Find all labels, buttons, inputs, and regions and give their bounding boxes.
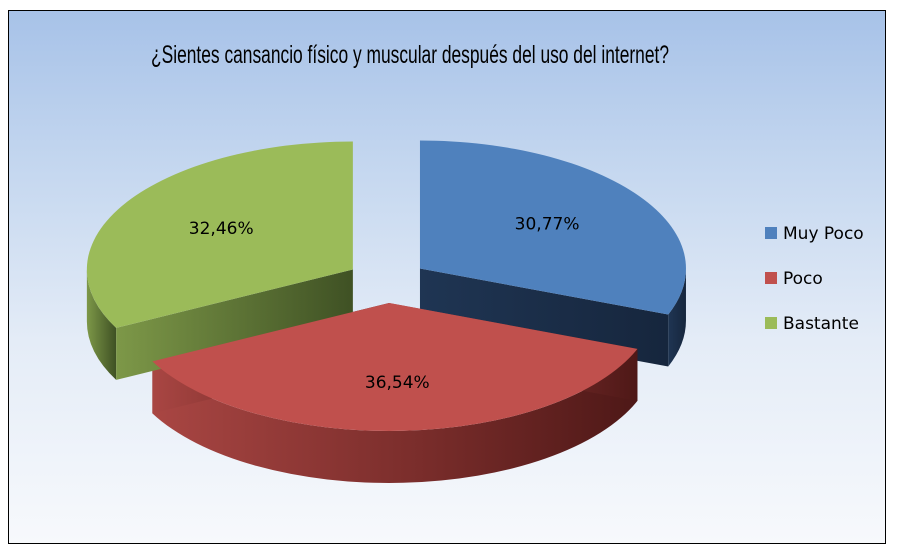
legend-swatch-poco <box>765 272 777 284</box>
pie-chart: ¿Sientes cansancio físico y muscular des… <box>86 41 864 483</box>
pie-tops <box>86 140 686 431</box>
pie-slice-muy-poco <box>419 140 686 315</box>
legend-label-poco: Poco <box>783 269 823 289</box>
pie-wall-bastante <box>86 269 117 380</box>
pct-label-poco: 36,54% <box>365 373 430 393</box>
legend-label-muy-poco: Muy Poco <box>783 224 864 244</box>
pie-labels: 30,77% 36,54% 32,46% <box>189 215 580 394</box>
pie-slice-poco <box>152 302 638 431</box>
pie-wall-muy-poco <box>668 268 686 367</box>
chart-frame: ¿Sientes cansancio físico y muscular des… <box>8 10 886 544</box>
chart-title: ¿Sientes cansancio físico y muscular des… <box>151 41 669 69</box>
pie-cut-face-bastante-0 <box>116 269 353 380</box>
legend-swatch-bastante <box>765 317 777 329</box>
pie-cut-face-muy-poco-1 <box>419 268 669 367</box>
legend-swatch-muy-poco <box>765 227 777 239</box>
legend: Muy Poco Poco Bastante <box>765 224 864 334</box>
pie-slice-bastante <box>86 141 353 328</box>
pie-wall-poco <box>152 348 638 483</box>
pct-label-muy-poco: 30,77% <box>515 215 580 235</box>
legend-label-bastante: Bastante <box>783 314 859 334</box>
pct-label-bastante: 32,46% <box>189 219 254 239</box>
